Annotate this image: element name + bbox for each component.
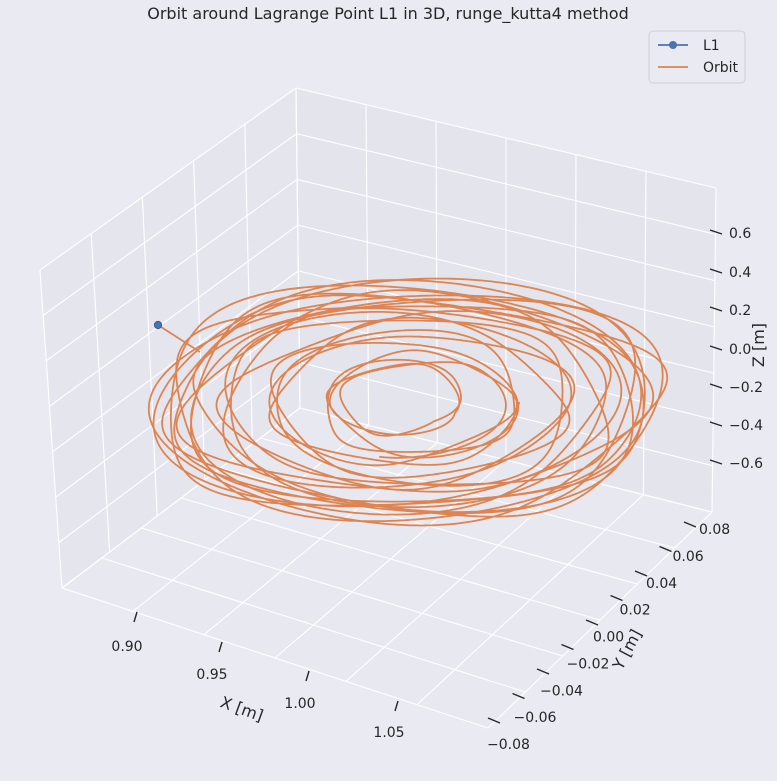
y-tick-label: 0.02	[620, 603, 651, 619]
y-tick-mark	[659, 545, 672, 553]
grid-line	[101, 557, 526, 693]
orbit-start-segment	[157, 324, 201, 353]
z-tick-mark	[709, 345, 723, 351]
x-tick-mark	[218, 641, 223, 653]
y-tick-label: 0.08	[699, 522, 730, 538]
y-tick-mark	[536, 668, 550, 675]
orbit-line	[147, 277, 669, 527]
z-tick-label: 0.6	[729, 226, 751, 242]
legend-l1-label: L1	[703, 38, 720, 54]
z-tick-mark	[709, 268, 723, 274]
z-tick-mark	[709, 229, 723, 235]
x-tick-label: 1.00	[284, 696, 315, 712]
grid-line	[295, 87, 717, 189]
z-tick-mark	[709, 421, 723, 427]
z-axis-ticks: 0.6 0.4 0.2 0.0 −0.2 −0.4 −0.6	[709, 226, 763, 472]
y-tick-label: −0.04	[540, 683, 583, 699]
y-tick-mark	[487, 717, 501, 724]
x-axis-ticks: 0.90 0.95 1.00 1.05	[111, 611, 405, 741]
grid-line	[55, 316, 300, 498]
grid-line	[295, 87, 301, 409]
z-tick-label: 0.2	[729, 303, 751, 319]
grid-line	[193, 160, 206, 481]
y-tick-mark	[683, 521, 697, 528]
grid-line	[39, 269, 63, 589]
chart-title: Orbit around Lagrange Point L1 in 3D, ru…	[147, 4, 628, 24]
z-tick-label: 0.0	[729, 342, 751, 358]
legend: L1 Orbit	[648, 30, 746, 84]
z-tick-label: −0.4	[729, 418, 763, 434]
y-tick-mark	[610, 594, 623, 602]
y-tick-mark	[585, 619, 599, 626]
z-tick-mark	[709, 459, 723, 465]
grid-line	[299, 361, 713, 467]
l1-point	[153, 320, 163, 330]
y-tick-label: −0.06	[514, 710, 557, 726]
z-tick-label: −0.6	[729, 456, 763, 472]
grid-line	[58, 361, 300, 544]
grid-line	[61, 587, 489, 729]
legend-orbit-label: Orbit	[703, 60, 739, 76]
grid-line	[297, 224, 715, 328]
z-tick-mark	[709, 306, 723, 312]
y-tick-mark	[512, 692, 525, 700]
grid-line	[39, 87, 297, 271]
legend-l1-marker	[669, 41, 677, 49]
z-tick-label: 0.4	[729, 265, 751, 281]
grid-line	[711, 187, 717, 513]
grid-line	[52, 270, 299, 453]
z-axis-label: Z [m]	[749, 323, 768, 367]
y-tick-mark	[561, 643, 574, 651]
y-tick-label: 0.04	[646, 576, 677, 592]
z-tick-mark	[709, 383, 723, 389]
z-tick-label: −0.2	[729, 380, 763, 396]
grid-line	[49, 224, 299, 407]
x-tick-label: 1.05	[373, 725, 404, 741]
grid-line	[141, 197, 158, 517]
grid-line	[90, 233, 111, 553]
grid-line	[297, 178, 715, 282]
grid-line	[296, 133, 716, 235]
y-tick-label: −0.02	[567, 656, 610, 672]
x-tick-mark	[394, 700, 399, 712]
y-tick-label: 0.00	[593, 630, 624, 646]
x-tick-mark	[133, 611, 138, 623]
y-tick-label: 0.06	[673, 549, 704, 565]
y-axis-ticks: 0.08 0.06 0.04 0.02 0.00 −0.02 −0.04 −0.06 −0.08	[487, 521, 730, 753]
grid-line	[244, 124, 253, 445]
grid-line	[45, 178, 298, 362]
grid-line	[642, 171, 647, 495]
grid-line	[180, 497, 601, 621]
x-tick-mark	[305, 670, 310, 682]
grid-line	[141, 527, 563, 657]
y-tick-mark	[634, 570, 648, 577]
grid-line	[42, 133, 297, 316]
x-tick-label: 0.95	[196, 667, 227, 683]
x-tick-label: 0.90	[111, 639, 142, 655]
y-tick-label: −0.08	[487, 737, 530, 753]
